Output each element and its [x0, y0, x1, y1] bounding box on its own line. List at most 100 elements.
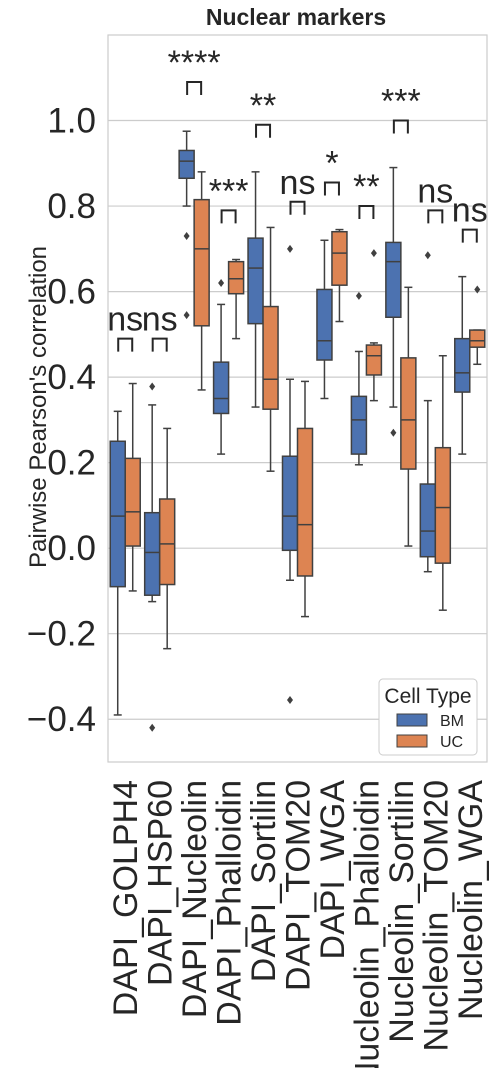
box-uc	[331, 230, 348, 286]
box-group-dapi-sortilin	[247, 171, 279, 472]
box-group-nucleolin-phalloidin	[350, 249, 383, 466]
significance-label: **	[353, 168, 379, 206]
significance-bracket	[427, 209, 444, 224]
legend-label-uc: UC	[440, 734, 463, 751]
box-uc	[400, 357, 417, 470]
outlier-bm	[183, 311, 190, 320]
box-bm	[350, 395, 368, 455]
box-uc	[365, 344, 383, 376]
box-uc	[469, 329, 486, 348]
box-group-dapi-golph4	[109, 382, 141, 716]
y-tick-label: 0.8	[47, 187, 96, 226]
significance-bracket	[255, 123, 272, 138]
box-bm	[247, 237, 264, 325]
box-bm	[419, 483, 437, 558]
significance-label: ***	[381, 83, 421, 121]
plot-frame	[107, 34, 488, 763]
box-uc	[296, 427, 314, 577]
box-group-dapi-nucleolin	[178, 130, 210, 391]
box-uc	[158, 498, 176, 586]
significance-bracket	[186, 81, 203, 96]
x-tick-label: Nucleolin_Phalloidin	[348, 780, 386, 1068]
x-tick-label: DAPI_Phalloidin	[211, 780, 249, 1026]
box-group-dapi-tom20	[281, 244, 314, 704]
box-bm	[454, 337, 471, 393]
outlier-bm	[424, 251, 431, 260]
significance-label: ***	[209, 172, 249, 210]
chart-title: Nuclear markers	[206, 4, 386, 30]
box-bm	[212, 361, 230, 415]
box-groups	[109, 130, 486, 732]
box-bm	[281, 455, 299, 552]
outlier-bm	[149, 723, 156, 732]
box-group-dapi-wga	[316, 228, 348, 400]
legend: Cell Type BM UC	[378, 678, 478, 756]
box-bm	[178, 149, 195, 180]
outlier-bm	[149, 382, 156, 391]
significance-bracket	[289, 200, 306, 215]
significance-label: ns	[280, 164, 316, 202]
x-tick-label: DAPI_Nucleolin	[176, 780, 214, 1018]
significance-label: ns	[452, 192, 488, 230]
outlier-bm	[390, 428, 397, 437]
y-tick-label: 0.6	[47, 273, 96, 312]
significance-label: ns	[107, 301, 143, 339]
y-axis-label: Pairwise Pearson's correlation	[25, 246, 52, 568]
box-uc	[262, 305, 279, 410]
significance-bracket	[220, 209, 237, 224]
x-tick-label: DAPI_GOLPH4	[107, 780, 145, 1016]
box-group-dapi-hsp60	[143, 382, 176, 732]
legend-swatch-uc	[396, 734, 428, 748]
y-tick-label: −0.2	[27, 615, 96, 654]
significance-bracket	[323, 181, 340, 196]
box-group-nucleolin-sortilin	[385, 166, 417, 547]
significance-label: **	[250, 87, 276, 125]
y-tick-label: 0.2	[47, 444, 96, 483]
significance-label: ****	[168, 44, 221, 82]
x-tick-label: DAPI_HSP60	[142, 780, 180, 986]
y-tick-label: −0.4	[27, 700, 96, 739]
box-uc	[193, 198, 210, 327]
box-bm	[316, 288, 333, 361]
y-axis-ticks: −0.4 −0.2 0.0 0.2 0.4 0.6 0.8 1.0	[27, 102, 96, 740]
box-group-dapi-phalloidin	[212, 258, 245, 455]
outlier-uc	[370, 249, 377, 258]
box-group-nucleolin-tom20	[419, 251, 452, 611]
box-bm	[385, 241, 402, 318]
outlier-bm	[287, 244, 293, 253]
box-uc	[124, 457, 141, 547]
outlier-bm	[287, 695, 293, 704]
box-uc	[434, 446, 452, 564]
x-tick-label: DAPI_Sortilin	[245, 780, 283, 982]
box-bm	[143, 511, 161, 596]
outlier-bm	[183, 231, 190, 240]
legend-title: Cell Type	[384, 685, 471, 708]
significance-bracket	[151, 337, 168, 352]
significance-label: ns	[142, 301, 178, 339]
x-tick-label: Nucleolin_TOM20	[417, 780, 455, 1052]
significance-label: ns	[417, 172, 453, 210]
box-bm	[109, 440, 126, 588]
x-tick-label: DAPI_WGA	[314, 780, 352, 960]
x-axis-ticks: DAPI_GOLPH4DAPI_HSP60DAPI_NucleolinDAPI_…	[107, 780, 490, 1068]
x-tick-label: Nucleolin_Sortilin	[383, 780, 421, 1043]
significance-label: *	[325, 145, 338, 183]
significance-bracket	[461, 228, 478, 243]
legend-label-bm: BM	[440, 713, 464, 730]
box-uc	[227, 260, 245, 295]
legend-swatch-bm	[396, 713, 428, 727]
significance-bracket	[392, 119, 409, 134]
outlier-bm	[218, 279, 225, 288]
x-tick-label: Nucleolin_WGA	[452, 780, 490, 1020]
y-tick-label: 1.0	[47, 102, 96, 141]
outlier-bm	[355, 291, 362, 300]
box-group-nucleolin-wga	[454, 275, 486, 455]
x-tick-label: DAPI_TOM20	[280, 780, 318, 991]
outlier-uc	[474, 285, 481, 294]
significance-bracket	[117, 337, 134, 352]
y-tick-label: 0.4	[47, 358, 96, 397]
significance-bracket	[358, 205, 375, 220]
y-tick-label: 0.0	[47, 529, 96, 568]
